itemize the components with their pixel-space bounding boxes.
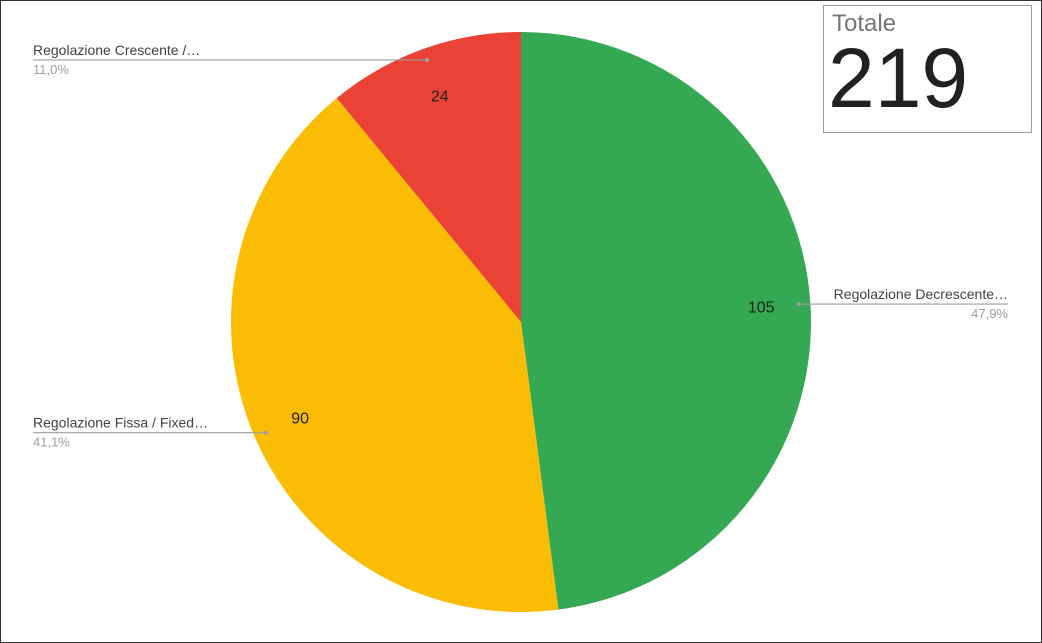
slice-label-2: Regolazione Crescente /… — [33, 42, 200, 58]
slice-label-0: Regolazione Decrescente… — [834, 286, 1008, 302]
slice-label-1: Regolazione Fissa / Fixed… — [33, 415, 208, 431]
slice-value-label-2: 24 — [431, 88, 449, 105]
total-scorecard: Totale 219 — [823, 5, 1032, 133]
pie-slice-1[interactable] — [231, 98, 559, 613]
slice-value-label-1: 90 — [291, 411, 309, 428]
slice-value-label-0: 105 — [748, 299, 775, 316]
slice-percent-2: 11,0% — [33, 62, 69, 77]
total-label: Totale — [832, 10, 897, 37]
pie-slice-2[interactable] — [336, 32, 521, 322]
slice-percent-1: 41,1% — [33, 435, 70, 450]
total-value: 219 — [828, 31, 969, 125]
pie-slice-0[interactable] — [521, 32, 811, 610]
slice-percent-0: 47,9% — [971, 306, 1008, 321]
